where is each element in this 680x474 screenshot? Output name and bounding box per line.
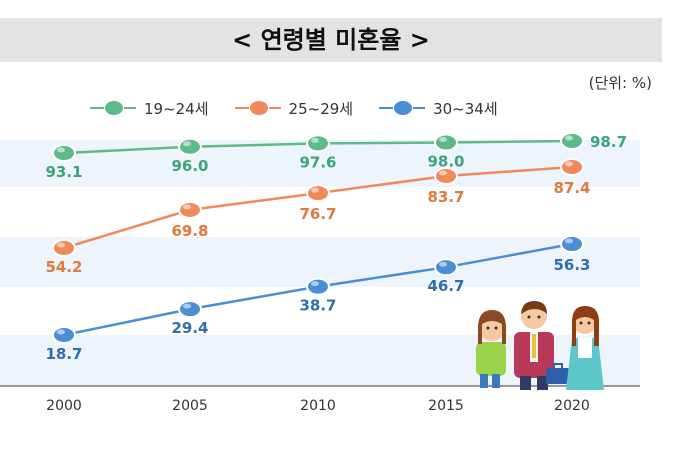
legend-label-19-24: 19~24세 [144,99,209,118]
data-point-1-1 [178,200,202,219]
data-point-1-2 [306,184,330,203]
data-label-2-4: 56.3 [553,256,590,274]
data-label-0-4: 98.7 [590,133,627,151]
legend-item-19-24: 19~24세 [90,98,209,119]
data-point-highlight-1-1 [183,204,191,210]
data-point-highlight-2-3 [439,261,447,267]
data-point-1-3 [434,167,458,186]
chart-title: < 연령별 미혼율 > [232,26,430,54]
data-label-0-0: 93.1 [45,163,82,181]
legend-swatch-green [90,100,136,116]
data-point-2-2 [306,277,330,296]
legend-item-30-34: 30~34세 [379,98,498,119]
data-label-2-1: 29.4 [171,319,208,337]
legend-swatch-blue [379,100,426,116]
data-label-0-2: 97.6 [299,153,336,171]
unit-label: (단위: %) [588,74,652,92]
data-point-highlight-1-3 [439,170,447,176]
legend-item-25-29: 25~29세 [234,98,354,119]
data-point-2-0 [52,326,76,344]
x-tick-label-2: 2010 [300,398,336,414]
legend-swatch-orange [234,100,281,116]
data-label-1-0: 54.2 [45,258,82,276]
data-point-0-0 [52,144,76,162]
data-label-2-0: 18.7 [45,345,82,363]
data-point-0-1 [178,137,202,156]
data-point-0-2 [306,134,330,153]
data-point-highlight-2-4 [565,238,573,244]
data-point-highlight-2-0 [57,329,65,335]
man-figure [514,301,570,390]
legend-label-30-34: 30~34세 [433,99,498,118]
data-point-highlight-0-2 [311,137,319,143]
data-label-1-4: 87.4 [553,179,590,197]
data-point-1-4 [560,158,584,176]
x-tick-label-4: 2020 [554,398,590,414]
legend-label-25-29: 25~29세 [288,99,354,118]
data-point-1-0 [52,239,76,257]
woman-figure [566,306,604,390]
data-label-0-3: 98.0 [427,153,464,171]
data-label-2-3: 46.7 [427,277,464,295]
data-point-highlight-0-3 [439,137,447,142]
data-point-0-4 [560,132,584,150]
x-tick-label-1: 2005 [172,398,208,414]
data-point-highlight-2-2 [311,281,319,287]
data-point-highlight-1-4 [565,161,573,167]
x-tick-label-0: 2000 [46,398,82,414]
x-tick-label-3: 2015 [428,398,464,414]
data-label-1-2: 76.7 [299,205,336,223]
girl-figure [476,310,506,388]
data-point-highlight-0-1 [183,141,191,147]
data-point-2-4 [560,235,584,253]
legend: 19~24세 25~29세 30~34세 [90,96,524,120]
data-label-0-1: 96.0 [171,157,208,175]
data-label-1-3: 83.7 [427,188,464,206]
data-point-2-3 [434,258,458,277]
data-point-highlight-1-0 [57,242,65,248]
data-point-2-1 [178,300,202,319]
data-label-2-2: 38.7 [299,297,336,315]
people-illustration [476,301,604,390]
data-point-highlight-2-1 [183,303,191,309]
data-point-highlight-1-2 [311,187,319,193]
data-label-1-1: 69.8 [171,222,208,240]
title-bar [0,18,662,62]
data-point-highlight-0-0 [57,147,65,153]
data-point-highlight-0-4 [565,135,573,141]
data-point-0-3 [434,133,458,152]
